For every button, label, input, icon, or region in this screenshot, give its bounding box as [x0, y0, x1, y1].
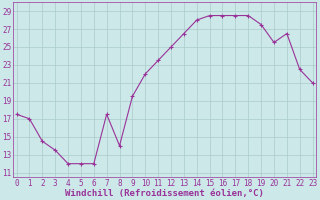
X-axis label: Windchill (Refroidissement éolien,°C): Windchill (Refroidissement éolien,°C) [65, 189, 264, 198]
